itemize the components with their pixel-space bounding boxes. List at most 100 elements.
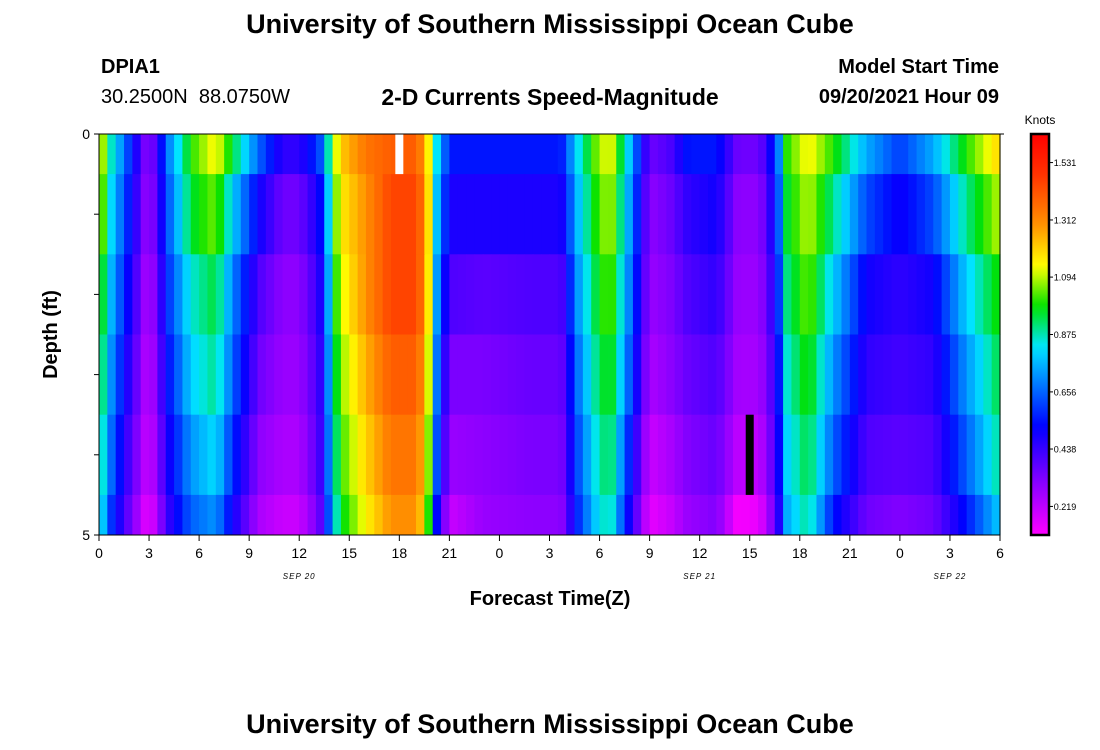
heat-cell bbox=[708, 414, 717, 496]
heat-cell bbox=[516, 134, 526, 175]
heat-cell bbox=[657, 174, 667, 255]
heat-cell bbox=[232, 334, 242, 416]
heat-cell bbox=[791, 254, 801, 335]
heat-cell bbox=[933, 494, 943, 536]
heat-cell bbox=[899, 494, 909, 536]
heat-cell bbox=[874, 174, 884, 255]
heat-cell bbox=[799, 494, 809, 536]
heat-cell bbox=[691, 494, 701, 536]
heat-cell bbox=[566, 414, 576, 496]
heat-cell bbox=[290, 134, 300, 175]
black-marker bbox=[745, 414, 754, 495]
heat-cell bbox=[290, 494, 300, 536]
heat-cell bbox=[215, 174, 225, 255]
heat-cell bbox=[949, 134, 959, 175]
heat-cell bbox=[274, 254, 284, 335]
heat-cell bbox=[649, 134, 659, 175]
heat-cell bbox=[240, 414, 250, 496]
heat-cell bbox=[899, 414, 909, 496]
x-axis-label: Forecast Time(Z) bbox=[470, 588, 631, 610]
heat-cell bbox=[799, 254, 809, 335]
heat-cell bbox=[491, 174, 501, 255]
heat-cell bbox=[641, 494, 651, 536]
heat-cell bbox=[808, 414, 818, 496]
heat-cell bbox=[124, 134, 133, 175]
heat-cell bbox=[424, 334, 434, 416]
heat-cell bbox=[107, 334, 117, 416]
heat-cell bbox=[941, 414, 951, 496]
heat-cell bbox=[249, 174, 259, 255]
heat-cell bbox=[916, 134, 926, 175]
heat-cell bbox=[290, 254, 300, 335]
heat-cell bbox=[215, 414, 225, 496]
heat-cell bbox=[741, 494, 751, 536]
heat-cell bbox=[791, 174, 801, 255]
heat-cell bbox=[616, 254, 626, 335]
heat-cell bbox=[866, 134, 876, 175]
heat-cell bbox=[591, 254, 601, 335]
heat-cell bbox=[491, 494, 501, 536]
heat-cell bbox=[257, 134, 267, 175]
heat-cell bbox=[833, 414, 843, 496]
heat-cell bbox=[799, 174, 809, 255]
heat-cell bbox=[382, 134, 392, 175]
heat-cell bbox=[824, 334, 834, 416]
heat-cell bbox=[649, 414, 659, 496]
heat-cell bbox=[616, 414, 626, 496]
heat-cell bbox=[649, 494, 659, 536]
heat-cell bbox=[991, 174, 1001, 255]
heat-cell bbox=[157, 334, 167, 416]
heat-cell bbox=[991, 494, 1001, 536]
heat-cell bbox=[199, 414, 209, 496]
heat-cell bbox=[649, 254, 659, 335]
colorbar-tick-label: 0.656 bbox=[1054, 387, 1077, 397]
heat-cell bbox=[833, 254, 843, 335]
heat-cell bbox=[941, 334, 951, 416]
heat-cell bbox=[774, 494, 784, 536]
heat-cell bbox=[240, 254, 250, 335]
heat-cell bbox=[149, 254, 158, 335]
heat-cell bbox=[457, 134, 467, 175]
heat-cell bbox=[524, 254, 534, 335]
heat-cell bbox=[674, 134, 684, 175]
heat-cell bbox=[582, 494, 592, 536]
heat-cell bbox=[891, 174, 901, 255]
heat-cell bbox=[974, 134, 984, 175]
heat-cell bbox=[157, 134, 167, 175]
heat-cell bbox=[958, 254, 968, 335]
heat-cell bbox=[315, 254, 325, 335]
heat-cell bbox=[132, 254, 142, 335]
heat-cell bbox=[374, 334, 384, 416]
heat-cell bbox=[416, 334, 425, 416]
y-tick-label: 5 bbox=[82, 527, 90, 543]
model-start-value: 09/20/2021 Hour 09 bbox=[818, 86, 999, 108]
heat-cell bbox=[933, 134, 943, 175]
heat-cell bbox=[816, 334, 826, 416]
x-tick-label: 0 bbox=[896, 545, 904, 561]
heat-cell bbox=[165, 134, 175, 175]
heat-cell bbox=[499, 414, 509, 496]
heat-cell bbox=[115, 334, 125, 416]
heat-cell bbox=[374, 254, 384, 335]
heat-cell bbox=[449, 134, 459, 175]
heat-cell bbox=[749, 134, 759, 175]
heat-cell bbox=[499, 174, 509, 255]
x-tick-label: 6 bbox=[596, 545, 604, 561]
heat-cell bbox=[582, 134, 592, 175]
heat-cell bbox=[532, 254, 542, 335]
heat-cell bbox=[966, 254, 976, 335]
heat-cell bbox=[949, 174, 959, 255]
heat-cell bbox=[541, 414, 551, 496]
heat-cell bbox=[174, 134, 184, 175]
heat-cell bbox=[566, 494, 576, 536]
heat-cell bbox=[808, 334, 818, 416]
heat-cell bbox=[107, 134, 117, 175]
heat-cell bbox=[340, 254, 350, 335]
heat-cell bbox=[140, 174, 150, 255]
heat-cell bbox=[641, 134, 651, 175]
heat-cell bbox=[390, 254, 400, 335]
heat-cell bbox=[557, 254, 567, 335]
heat-cell bbox=[574, 254, 584, 335]
x-tick-label: 21 bbox=[842, 545, 858, 561]
heat-cell bbox=[290, 334, 300, 416]
